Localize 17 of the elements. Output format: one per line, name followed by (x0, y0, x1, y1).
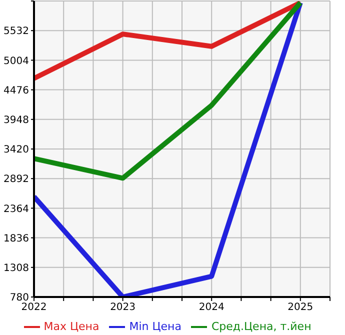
y-tick-label: 1308 (4, 262, 29, 274)
x-tick-label: 2023 (110, 302, 136, 314)
y-tick-label: 1836 (4, 233, 29, 244)
x-tick-label: 2022 (21, 302, 47, 314)
legend-label: Min Цена (129, 320, 182, 334)
y-tick-label: 780 (10, 292, 29, 304)
y-tick-label: 5004 (4, 56, 29, 67)
y-tick-label: 3948 (4, 114, 29, 126)
y-tick-label: 3420 (4, 144, 29, 156)
x-tick-label: 2025 (288, 302, 314, 314)
y-tick-label: 5532 (4, 26, 29, 38)
y-tick-label: 2364 (4, 204, 29, 215)
legend-label: Max Цена (44, 320, 100, 334)
x-tick-label: 2024 (198, 302, 224, 314)
y-tick-label: 2892 (4, 174, 29, 186)
y-tick-label: 4476 (4, 85, 29, 96)
legend-label: Сред.Цена, т.йен (211, 320, 312, 334)
